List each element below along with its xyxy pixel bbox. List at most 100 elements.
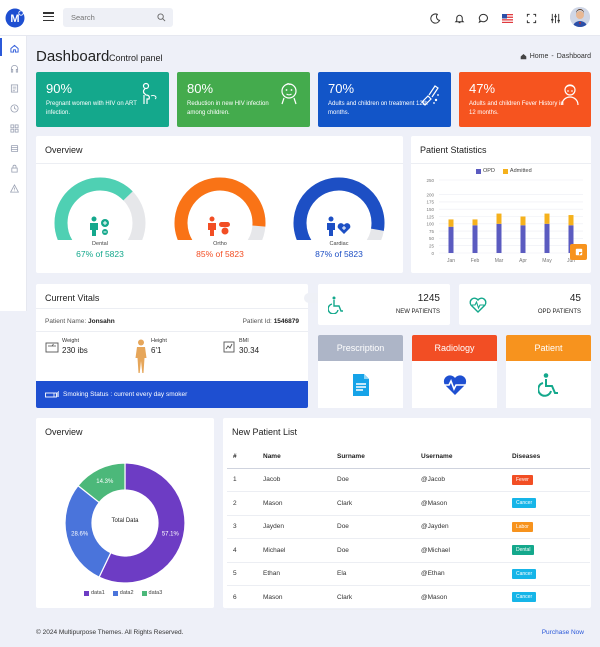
breadcrumb-home[interactable]: Home	[529, 53, 549, 60]
weight-label: Weight	[62, 338, 80, 344]
prescription-tile[interactable]	[318, 361, 403, 408]
divider	[36, 331, 308, 332]
table-row[interactable]: 4 Michael Doe @Michael Dental	[227, 538, 590, 563]
document-icon	[352, 373, 369, 396]
y-tick-label: 200	[426, 192, 434, 197]
avatar[interactable]	[570, 7, 590, 27]
dark-mode-icon[interactable]	[429, 12, 441, 24]
pulse-heart-icon	[442, 374, 467, 395]
row-name: Mason	[263, 585, 337, 610]
chart-action-icon[interactable]	[570, 244, 587, 260]
row-name: Mason	[263, 491, 337, 516]
table-row[interactable]: 5 Ethan Ela @Ethan Cancer	[227, 562, 590, 586]
svg-text:M: M	[10, 13, 19, 25]
table-row[interactable]: 6 Mason Clark @Mason Cancer	[227, 585, 590, 610]
gauge-value: 85% of 5823	[196, 249, 244, 259]
bar-opd	[568, 225, 574, 253]
stat-card-pregnant: 90% Pregnant women with HIV on ART infec…	[36, 72, 169, 127]
stat-percent: 90%	[46, 81, 73, 96]
gauge-value: 87% of 5823	[315, 249, 363, 259]
patient-tile[interactable]	[506, 361, 591, 408]
y-tick-label: 75	[429, 229, 435, 234]
legend-item-data2: data2	[112, 590, 134, 596]
gauge-fill	[174, 177, 266, 256]
row-username: @Michael	[421, 538, 512, 563]
heartbeat-icon	[469, 297, 487, 313]
warning-icon[interactable]	[9, 183, 19, 193]
body-figure-icon	[135, 339, 147, 373]
divider	[411, 163, 591, 164]
hamburger-menu-icon[interactable]	[43, 12, 54, 21]
table-row[interactable]: 2 Mason Clark @Mason Cancer	[227, 491, 590, 516]
bar-opd	[472, 225, 478, 253]
baby-icon	[281, 83, 297, 105]
donut-slice-data3[interactable]	[77, 462, 126, 504]
row-disease: Cancer	[512, 562, 590, 586]
new-patients-card: 1245 NEW PATIENTS	[318, 284, 450, 325]
col-header-number: #	[227, 446, 263, 469]
settings-sliders-icon[interactable]	[549, 12, 561, 24]
counter-value: 1245	[417, 293, 440, 304]
table-row[interactable]: 1 Jacob Doe @Jacob Fever	[227, 468, 590, 492]
y-tick-label: 250	[426, 178, 434, 183]
radiology-button[interactable]: Radiology	[412, 335, 497, 361]
bell-icon[interactable]	[453, 12, 465, 24]
x-tick-label: Jan	[447, 258, 455, 264]
radiology-tile[interactable]	[412, 361, 497, 408]
breadcrumb-current: Dashboard	[556, 53, 591, 60]
stat-description: Pregnant women with HIV on ART infection…	[46, 101, 137, 116]
headset-icon[interactable]	[9, 63, 19, 73]
donut-slice-data1[interactable]	[98, 462, 186, 584]
stat-percent: 47%	[469, 81, 496, 96]
row-surname: Doe	[337, 468, 421, 492]
row-surname: Clark	[337, 585, 421, 610]
tooth-person-icon	[90, 216, 109, 236]
col-header-name: Name	[263, 446, 337, 469]
fullscreen-icon[interactable]	[525, 12, 537, 24]
clock-icon[interactable]	[9, 103, 19, 113]
search-input[interactable]	[63, 8, 153, 27]
grid-icon[interactable]	[9, 123, 19, 133]
chart-legend: OPD Admitted	[476, 168, 532, 174]
topbar: M	[0, 0, 600, 36]
patient-button[interactable]: Patient	[506, 335, 591, 361]
legend-item-opd: OPD	[476, 168, 495, 174]
chat-icon[interactable]	[477, 12, 489, 24]
gauge-arc	[293, 177, 385, 256]
overview-donut-chart: 57.1% 28.6% 14.3%	[64, 462, 186, 584]
gauge-cardiac: Cardiac 87% of 5823	[292, 176, 386, 266]
disease-badge: Fever	[512, 474, 533, 485]
table-header-row: # Name Surname Username Diseases	[227, 446, 590, 469]
gauge-fill	[293, 177, 385, 256]
y-tick-label: 50	[429, 236, 435, 241]
card-title: Current Vitals	[45, 293, 100, 303]
overview-donut-card: Overview 57.1% 28.6% 14.3% Total Data data…	[36, 418, 214, 608]
row-username: @Jacob	[421, 468, 512, 492]
database-icon[interactable]	[9, 143, 19, 153]
row-disease: Fever	[512, 468, 590, 492]
bar-admitted	[568, 215, 574, 226]
y-tick-label: 150	[426, 207, 434, 212]
row-disease: Labor	[512, 515, 590, 539]
sidebar-active-indicator	[0, 38, 2, 56]
overview-card: Overview Dental 67% of 5823 Ortho 85% of…	[36, 136, 403, 273]
row-number: 5	[227, 562, 263, 586]
document-icon[interactable]	[9, 83, 19, 93]
patient-id-row: Patient Id: 1546879	[242, 318, 299, 325]
lock-icon[interactable]	[9, 163, 19, 173]
patient-name-row: Patient Name: Jonsahn	[45, 318, 115, 325]
prescription-button[interactable]: Prescription	[318, 335, 403, 361]
col-header-username: Username	[421, 446, 512, 469]
flag-us-icon[interactable]	[501, 12, 513, 24]
purchase-now-link[interactable]: Purchase Now	[541, 629, 584, 636]
fever-icon	[561, 84, 579, 106]
table-row[interactable]: 3 Jayden Doe @Jayden Labor	[227, 515, 590, 539]
col-header-diseases: Diseases	[512, 446, 590, 469]
stat-card-children: 80% Reduction in new HIV infection among…	[177, 72, 310, 127]
breadcrumb: Home - Dashboard	[520, 53, 591, 60]
legend-item-admitted: Admitted	[502, 168, 532, 174]
search-icon[interactable]	[157, 13, 166, 22]
logo-icon[interactable]: M	[5, 8, 25, 28]
home-icon[interactable]	[9, 43, 19, 53]
bar-opd	[496, 223, 502, 253]
